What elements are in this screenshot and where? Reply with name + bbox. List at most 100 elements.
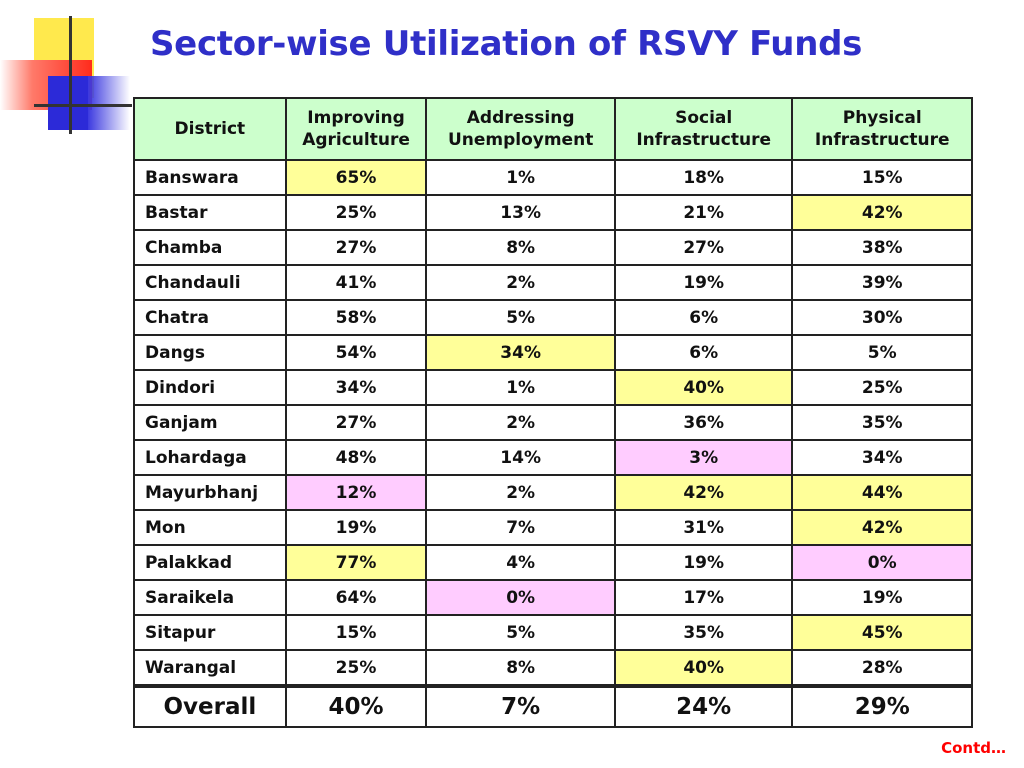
overall-label: Overall	[133, 684, 287, 728]
cell-agriculture: 27%	[284, 404, 428, 441]
overall-social-infrastructure: 24%	[613, 684, 794, 728]
header-line-1: Improving	[307, 108, 405, 128]
continued-label: Contd…	[941, 739, 1006, 757]
cell-social-infrastructure: 21%	[613, 194, 794, 231]
table-row: Chamba 27% 8% 27% 38%	[133, 229, 973, 266]
cell-agriculture: 58%	[284, 299, 428, 336]
header-line-2: Agriculture	[302, 130, 410, 150]
cell-unemployment: 2%	[425, 404, 616, 441]
cell-unemployment: 8%	[425, 649, 616, 687]
header-line-2: Unemployment	[447, 130, 594, 150]
table-row: Ganjam 27% 2% 36% 35%	[133, 404, 973, 441]
decoration-vertical-line	[69, 16, 72, 134]
cell-agriculture: 77%	[284, 544, 428, 581]
overall-physical-infrastructure: 29%	[791, 684, 973, 728]
table-body: Banswara 65% 1% 18% 15% Bastar 25% 13% 21% 42% Cha…	[133, 159, 973, 687]
header-district-label: District	[174, 119, 246, 139]
district-name: Dindori	[133, 369, 287, 406]
district-name: Banswara	[133, 159, 287, 196]
district-name: Dangs	[133, 334, 287, 371]
table-row: Mayurbhanj 12% 2% 42% 44%	[133, 474, 973, 511]
cell-social-infrastructure: 3%	[613, 439, 794, 476]
cell-unemployment: 4%	[425, 544, 616, 581]
cell-physical-infrastructure: 38%	[791, 229, 973, 266]
district-name: Chatra	[133, 299, 287, 336]
cell-physical-infrastructure: 35%	[791, 404, 973, 441]
header-line-1: Physical	[842, 108, 922, 128]
cell-agriculture: 65%	[284, 159, 428, 196]
district-name: Saraikela	[133, 579, 287, 616]
table-row: Sitapur 15% 5% 35% 45%	[133, 614, 973, 651]
cell-unemployment: 2%	[425, 264, 616, 301]
decoration-horizontal-line	[34, 104, 132, 107]
table-row: Bastar 25% 13% 21% 42%	[133, 194, 973, 231]
cell-physical-infrastructure: 19%	[791, 579, 973, 616]
overall-row: Overall 40% 7% 24% 29%	[133, 684, 973, 728]
table-row: Lohardaga 48% 14% 3% 34%	[133, 439, 973, 476]
cell-physical-infrastructure: 44%	[791, 474, 973, 511]
cell-physical-infrastructure: 42%	[791, 509, 973, 546]
cell-social-infrastructure: 6%	[613, 299, 794, 336]
header-district: District	[133, 97, 287, 161]
district-name: Warangal	[133, 649, 287, 687]
cell-agriculture: 12%	[284, 474, 428, 511]
cell-physical-infrastructure: 28%	[791, 649, 973, 687]
cell-social-infrastructure: 42%	[613, 474, 794, 511]
cell-social-infrastructure: 40%	[613, 369, 794, 406]
cell-social-infrastructure: 19%	[613, 264, 794, 301]
utilization-table: District Improving Agriculture Addressin…	[133, 97, 973, 728]
cell-agriculture: 34%	[284, 369, 428, 406]
table-row: Warangal 25% 8% 40% 28%	[133, 649, 973, 687]
decoration-blue-block	[48, 76, 88, 130]
district-name: Bastar	[133, 194, 287, 231]
cell-agriculture: 64%	[284, 579, 428, 616]
table-header-row: District Improving Agriculture Addressin…	[133, 97, 973, 161]
cell-social-infrastructure: 6%	[613, 334, 794, 371]
cell-physical-infrastructure: 30%	[791, 299, 973, 336]
cell-social-infrastructure: 19%	[613, 544, 794, 581]
district-name: Mayurbhanj	[133, 474, 287, 511]
cell-unemployment: 8%	[425, 229, 616, 266]
header-line-1: Addressing	[466, 108, 575, 128]
overall-unemployment: 7%	[425, 684, 616, 728]
district-name: Chamba	[133, 229, 287, 266]
header-improving-agriculture: Improving Agriculture	[284, 97, 428, 161]
cell-physical-infrastructure: 34%	[791, 439, 973, 476]
table-row: Dangs 54% 34% 6% 5%	[133, 334, 973, 371]
header-social-infrastructure: Social Infrastructure	[613, 97, 794, 161]
header-physical-infrastructure: Physical Infrastructure	[791, 97, 973, 161]
district-name: Sitapur	[133, 614, 287, 651]
cell-unemployment: 1%	[425, 369, 616, 406]
cell-physical-infrastructure: 5%	[791, 334, 973, 371]
cell-physical-infrastructure: 15%	[791, 159, 973, 196]
cell-social-infrastructure: 40%	[613, 649, 794, 687]
cell-physical-infrastructure: 39%	[791, 264, 973, 301]
cell-unemployment: 1%	[425, 159, 616, 196]
cell-unemployment: 5%	[425, 614, 616, 651]
district-name: Mon	[133, 509, 287, 546]
cell-unemployment: 0%	[425, 579, 616, 616]
cell-agriculture: 54%	[284, 334, 428, 371]
cell-physical-infrastructure: 0%	[791, 544, 973, 581]
cell-agriculture: 15%	[284, 614, 428, 651]
cell-agriculture: 19%	[284, 509, 428, 546]
table-row: Mon 19% 7% 31% 42%	[133, 509, 973, 546]
cell-agriculture: 41%	[284, 264, 428, 301]
header-line-2: Infrastructure	[636, 130, 771, 150]
header-line-2: Infrastructure	[814, 130, 950, 150]
cell-agriculture: 25%	[284, 649, 428, 687]
table-row: Banswara 65% 1% 18% 15%	[133, 159, 973, 196]
cell-social-infrastructure: 31%	[613, 509, 794, 546]
cell-physical-infrastructure: 45%	[791, 614, 973, 651]
cell-unemployment: 13%	[425, 194, 616, 231]
cell-unemployment: 7%	[425, 509, 616, 546]
cell-social-infrastructure: 27%	[613, 229, 794, 266]
slide-title: Sector-wise Utilization of RSVY Funds	[150, 24, 863, 64]
cell-unemployment: 14%	[425, 439, 616, 476]
header-line-1: Social	[675, 108, 733, 128]
cell-unemployment: 2%	[425, 474, 616, 511]
table-row: Dindori 34% 1% 40% 25%	[133, 369, 973, 406]
cell-social-infrastructure: 17%	[613, 579, 794, 616]
cell-unemployment: 5%	[425, 299, 616, 336]
cell-social-infrastructure: 18%	[613, 159, 794, 196]
